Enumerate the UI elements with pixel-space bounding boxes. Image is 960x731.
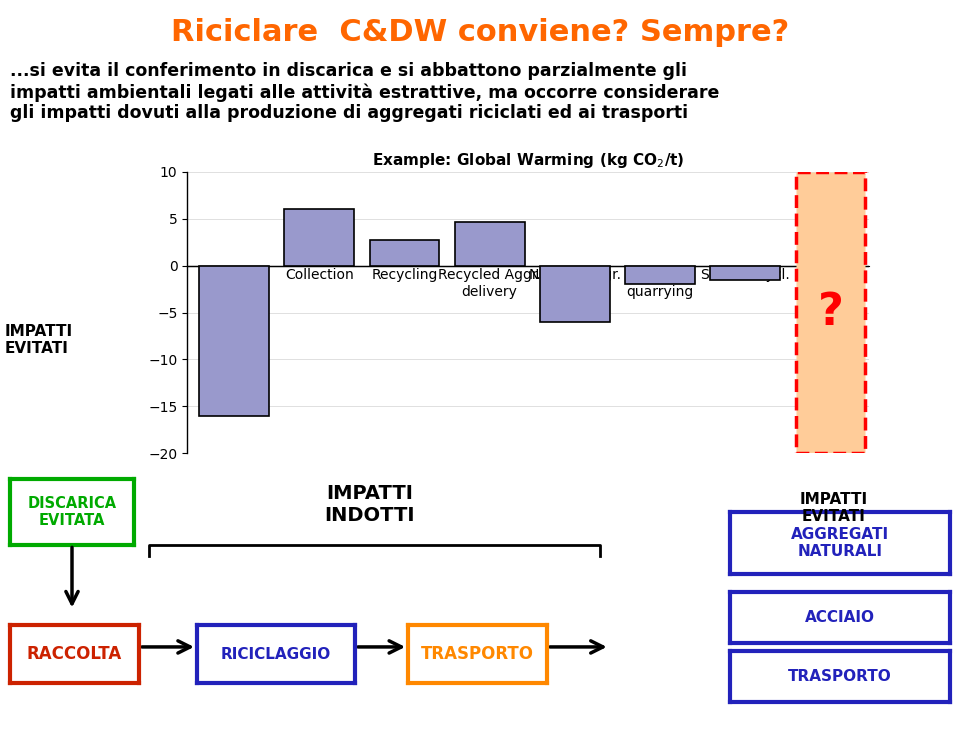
- Title: Example: Global Warming (kg CO$_2$/t): Example: Global Warming (kg CO$_2$/t): [372, 151, 684, 170]
- Text: ACCIAIO: ACCIAIO: [805, 610, 875, 625]
- Text: IMPATTI
INDOTTI: IMPATTI INDOTTI: [324, 484, 415, 525]
- Text: ...si evita il conferimento in discarica e si abbattono parzialmente gli
impatti: ...si evita il conferimento in discarica…: [10, 62, 719, 122]
- Text: RACCOLTA: RACCOLTA: [27, 645, 122, 663]
- Bar: [455, 221, 524, 265]
- Text: AGGREGATI
NATURALI: AGGREGATI NATURALI: [791, 526, 889, 559]
- Bar: [710, 265, 780, 280]
- Text: Riciclare  C&DW conviene? Sempre?: Riciclare C&DW conviene? Sempre?: [171, 18, 789, 48]
- FancyBboxPatch shape: [796, 172, 865, 453]
- Bar: [540, 265, 610, 322]
- Text: RICICLAGGIO: RICICLAGGIO: [221, 647, 331, 662]
- Bar: [370, 240, 440, 265]
- Text: TRASPORTO: TRASPORTO: [788, 669, 892, 683]
- Bar: [625, 265, 695, 284]
- Bar: [199, 265, 269, 416]
- Bar: [284, 209, 354, 265]
- Text: ?: ?: [818, 291, 844, 334]
- Text: DISCARICA
EVITATA: DISCARICA EVITATA: [28, 496, 116, 528]
- Text: IMPATTI
EVITATI: IMPATTI EVITATI: [5, 324, 73, 356]
- Text: IMPATTI
EVITATI: IMPATTI EVITATI: [800, 492, 867, 524]
- Text: TRASPORTO: TRASPORTO: [421, 645, 534, 663]
